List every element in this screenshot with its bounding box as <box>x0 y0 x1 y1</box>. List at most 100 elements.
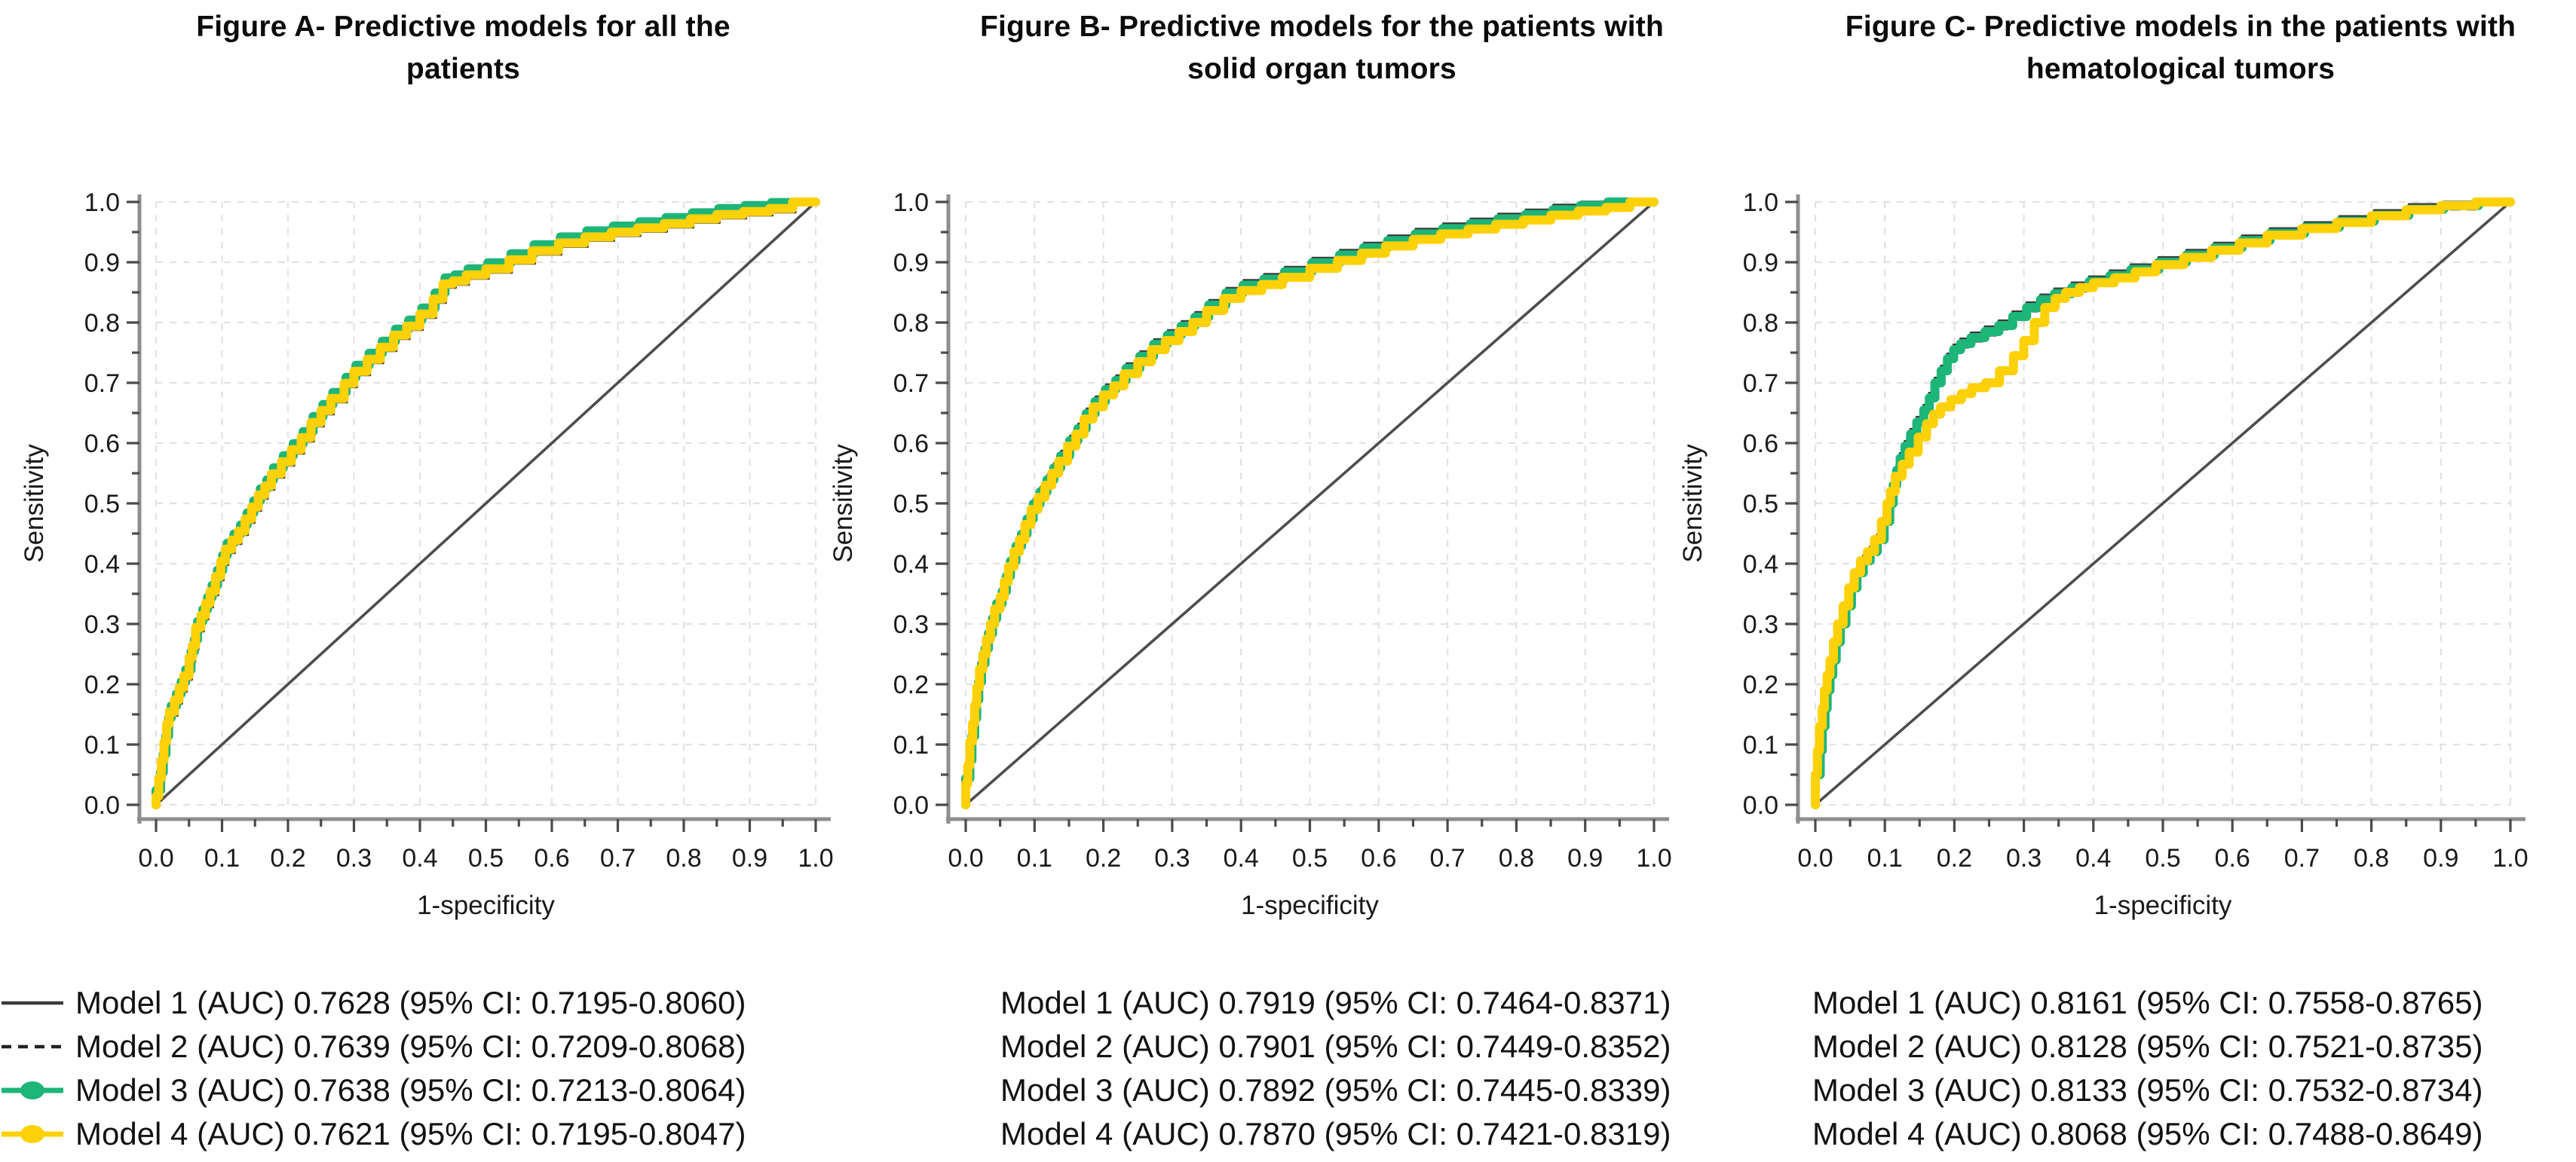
svg-text:0.4: 0.4 <box>1743 550 1778 579</box>
svg-text:0.1: 0.1 <box>1017 844 1052 873</box>
svg-text:0.5: 0.5 <box>1743 490 1778 518</box>
legend-label-model-2: Model 2 (AUC) 0.7901 (95% CI: 0.7449-0.8… <box>1000 1029 1671 1064</box>
figure-c-panel: Figure C- Predictive models in the patie… <box>1678 0 2576 1162</box>
svg-text:0.7: 0.7 <box>893 369 929 398</box>
svg-text:1.0: 1.0 <box>893 188 929 217</box>
svg-text:0.4: 0.4 <box>84 550 120 579</box>
legend-item-model-3: Model 3 (AUC) 0.8133 (95% CI: 0.7532-0.8… <box>1717 1069 2576 1112</box>
svg-text:0.9: 0.9 <box>84 249 120 277</box>
svg-text:0.1: 0.1 <box>204 844 240 873</box>
svg-text:0.5: 0.5 <box>893 490 929 518</box>
svg-text:1.0: 1.0 <box>2492 844 2528 873</box>
legend-item-model-1: Model 1 (AUC) 0.8161 (95% CI: 0.7558-0.8… <box>1717 981 2576 1025</box>
svg-text:0.7: 0.7 <box>2284 844 2320 873</box>
svg-text:0.0: 0.0 <box>893 791 929 820</box>
svg-text:0.7: 0.7 <box>1429 844 1465 873</box>
svg-text:0.8: 0.8 <box>893 309 929 338</box>
figure-b-title-line2: solid organ tumors <box>1187 53 1456 85</box>
legend-item-model-4: Model 4 (AUC) 0.7870 (95% CI: 0.7421-0.8… <box>859 1112 1717 1156</box>
legend-item-model-3: Model 3 (AUC) 0.7638 (95% CI: 0.7213-0.8… <box>0 1069 859 1112</box>
figure-c-title-line2: hematological tumors <box>2026 53 2336 85</box>
svg-text:0.8: 0.8 <box>1743 309 1778 338</box>
figure-b-panel: Figure B- Predictive models for the pati… <box>829 0 1717 1162</box>
legend-swatch-model-2-dashed-line <box>2 1044 63 1049</box>
legend-item-model-4: Model 4 (AUC) 0.8068 (95% CI: 0.7488-0.8… <box>1717 1112 2576 1156</box>
svg-text:0.0: 0.0 <box>1797 844 1833 873</box>
svg-text:0.8: 0.8 <box>666 844 701 873</box>
svg-text:0.7: 0.7 <box>600 844 636 873</box>
legend-label-model-3: Model 3 (AUC) 0.7892 (95% CI: 0.7445-0.8… <box>1000 1072 1671 1108</box>
legend-label-model-1: Model 1 (AUC) 0.8161 (95% CI: 0.7558-0.8… <box>1812 985 2483 1020</box>
svg-text:0.0: 0.0 <box>84 791 120 820</box>
figure-b-roc-plot: 0.0 0.0 0.1 0.1 0.2 0.2 0.3 0.3 0.4 0.4 0.5 0.5 0.6 0… <box>829 188 1672 920</box>
legend-item-model-2: Model 2 (AUC) 0.7639 (95% CI: 0.7209-0.8… <box>0 1025 859 1069</box>
svg-text:1-specificity: 1-specificity <box>2094 891 2232 920</box>
svg-text:1.0: 1.0 <box>1636 844 1671 873</box>
figure-a-title: Figure A- Predictive models for all the p… <box>68 6 859 90</box>
svg-text:0.1: 0.1 <box>84 731 120 760</box>
svg-text:0.2: 0.2 <box>1086 844 1121 873</box>
legend-swatch-model-4-yellow-line-dot <box>2 1125 63 1143</box>
svg-text:0.5: 0.5 <box>1292 844 1328 873</box>
legend-label-model-3: Model 3 (AUC) 0.8133 (95% CI: 0.7532-0.8… <box>1812 1072 2483 1108</box>
svg-text:0.6: 0.6 <box>1361 844 1396 873</box>
svg-text:0.8: 0.8 <box>84 309 120 338</box>
svg-text:0.3: 0.3 <box>2006 844 2042 873</box>
legend-item-model-4: Model 4 (AUC) 0.7621 (95% CI: 0.7195-0.8… <box>0 1112 859 1156</box>
svg-text:0.6: 0.6 <box>1743 430 1778 458</box>
legend-label-model-1: Model 1 (AUC) 0.7919 (95% CI: 0.7464-0.8… <box>1000 985 1671 1020</box>
legend-label-model-4: Model 4 (AUC) 0.7621 (95% CI: 0.7195-0.8… <box>75 1116 746 1151</box>
figure-b-title: Figure B- Predictive models for the pati… <box>927 6 1717 90</box>
svg-text:0.0: 0.0 <box>948 844 983 873</box>
svg-text:0.8: 0.8 <box>2354 844 2389 873</box>
svg-text:0.5: 0.5 <box>2145 844 2180 873</box>
svg-text:0.0: 0.0 <box>138 844 173 873</box>
legend-swatch-model-3-green-line-dot <box>2 1081 63 1099</box>
svg-text:0.6: 0.6 <box>893 430 929 458</box>
svg-text:0.3: 0.3 <box>1154 844 1190 873</box>
svg-text:Sensitivity: Sensitivity <box>1678 444 1708 563</box>
figure-c-roc-plot: 0.0 0.0 0.1 0.1 0.2 0.2 0.3 0.3 0.4 0.4 0.5 0.5 0.6 0… <box>1678 188 2529 920</box>
svg-text:0.0: 0.0 <box>1743 791 1778 820</box>
svg-text:0.2: 0.2 <box>84 671 120 699</box>
legend-item-model-2: Model 2 (AUC) 0.8128 (95% CI: 0.7521-0.8… <box>1717 1025 2576 1069</box>
legend-item-model-2: Model 2 (AUC) 0.7901 (95% CI: 0.7449-0.8… <box>859 1025 1717 1069</box>
svg-text:0.3: 0.3 <box>1743 610 1778 639</box>
svg-text:0.6: 0.6 <box>534 844 569 873</box>
legend-item-model-3: Model 3 (AUC) 0.7892 (95% CI: 0.7445-0.8… <box>859 1069 1717 1112</box>
figure-c-title: Figure C- Predictive models in the patie… <box>1785 6 2576 90</box>
svg-text:0.8: 0.8 <box>1499 844 1534 873</box>
figure-b-title-line1: Figure B- Predictive models for the pati… <box>980 11 1664 43</box>
svg-text:0.4: 0.4 <box>2075 844 2111 873</box>
legend-label-model-4: Model 4 (AUC) 0.7870 (95% CI: 0.7421-0.8… <box>1000 1116 1671 1151</box>
figure-c-legend: Model 1 (AUC) 0.8161 (95% CI: 0.7558-0.8… <box>1717 981 2576 1156</box>
figure-a-roc-plot: 0.0 0.0 0.1 0.1 0.2 0.2 0.3 0.3 0.4 0.4 0.5 0.5 0.6 0… <box>20 188 834 920</box>
svg-text:0.9: 0.9 <box>1567 844 1603 873</box>
svg-text:0.6: 0.6 <box>84 430 120 458</box>
figure-a-title-line1: Figure A- Predictive models for all the <box>196 11 731 43</box>
svg-text:0.3: 0.3 <box>84 610 120 639</box>
svg-text:0.5: 0.5 <box>468 844 504 873</box>
svg-text:1-specificity: 1-specificity <box>417 891 555 920</box>
svg-text:0.9: 0.9 <box>1743 249 1778 277</box>
svg-text:0.7: 0.7 <box>84 369 120 398</box>
svg-text:0.2: 0.2 <box>1937 844 1972 873</box>
svg-text:0.9: 0.9 <box>893 249 929 277</box>
figure-a-legend: Model 1 (AUC) 0.7628 (95% CI: 0.7195-0.8… <box>0 981 859 1156</box>
svg-text:0.2: 0.2 <box>893 671 929 699</box>
figure-b-legend: Model 1 (AUC) 0.7919 (95% CI: 0.7464-0.8… <box>859 981 1717 1156</box>
svg-text:0.2: 0.2 <box>270 844 305 873</box>
svg-text:0.6: 0.6 <box>2215 844 2250 873</box>
legend-label-model-3: Model 3 (AUC) 0.7638 (95% CI: 0.7213-0.8… <box>75 1072 746 1108</box>
svg-text:0.9: 0.9 <box>732 844 767 873</box>
svg-text:0.1: 0.1 <box>1867 844 1903 873</box>
figure-a-title-line2: patients <box>406 53 521 85</box>
svg-text:0.1: 0.1 <box>1743 731 1778 760</box>
svg-text:0.1: 0.1 <box>893 731 929 760</box>
svg-text:1-specificity: 1-specificity <box>1241 891 1379 920</box>
svg-text:Sensitivity: Sensitivity <box>829 444 858 563</box>
svg-text:0.5: 0.5 <box>84 490 120 518</box>
legend-item-model-1: Model 1 (AUC) 0.7628 (95% CI: 0.7195-0.8… <box>0 981 859 1025</box>
svg-text:0.2: 0.2 <box>1743 671 1778 699</box>
svg-text:0.7: 0.7 <box>1743 369 1778 398</box>
